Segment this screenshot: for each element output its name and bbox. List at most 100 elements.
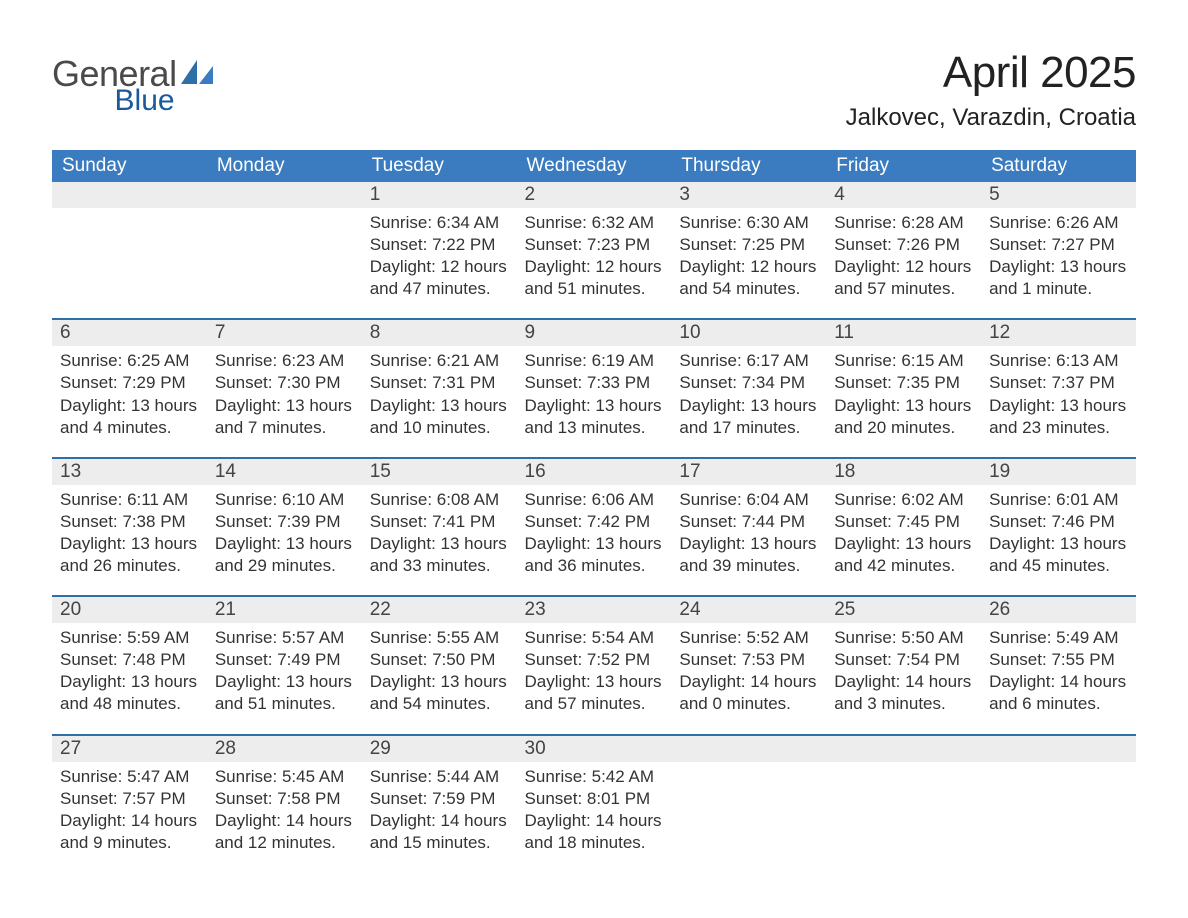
calendar-data-cell	[981, 762, 1136, 870]
sunrise-value: 6:01 AM	[1051, 490, 1118, 509]
sunset-label: Sunset:	[60, 789, 118, 808]
calendar-sunset-line: Sunset: 7:49 PM	[215, 649, 354, 671]
calendar-daynum-row: 12345	[52, 182, 1136, 208]
sunset-label: Sunset:	[215, 512, 273, 531]
calendar-daynum-cell: 14	[207, 458, 362, 485]
sunrise-value: 5:42 AM	[587, 767, 654, 786]
calendar-daylight-line: Daylight: 14 hours and 0 minutes.	[679, 671, 818, 715]
calendar-sunset-line: Sunset: 7:35 PM	[834, 372, 973, 394]
sunset-label: Sunset:	[679, 650, 737, 669]
sunrise-value: 5:54 AM	[587, 628, 654, 647]
daylight-label: Daylight:	[60, 534, 126, 553]
daylight-label: Daylight:	[215, 672, 281, 691]
sunrise-label: Sunrise:	[834, 351, 896, 370]
calendar-daylight-line: Daylight: 13 hours and 36 minutes.	[525, 533, 664, 577]
calendar-sunrise-line: Sunrise: 5:52 AM	[679, 627, 818, 649]
daylight-label: Daylight:	[679, 672, 745, 691]
calendar-data-cell: Sunrise: 5:57 AMSunset: 7:49 PMDaylight:…	[207, 623, 362, 734]
weekday-header-row: SundayMondayTuesdayWednesdayThursdayFrid…	[52, 150, 1136, 182]
sunrise-label: Sunrise:	[525, 213, 587, 232]
location-subtitle: Jalkovec, Varazdin, Croatia	[846, 104, 1136, 132]
daylight-label: Daylight:	[370, 396, 436, 415]
sunset-label: Sunset:	[525, 512, 583, 531]
calendar-daylight-line: Daylight: 14 hours and 15 minutes.	[370, 810, 509, 854]
sunrise-label: Sunrise:	[834, 628, 896, 647]
calendar-sunrise-line: Sunrise: 5:44 AM	[370, 766, 509, 788]
sunset-value: 7:37 PM	[1047, 373, 1115, 392]
calendar-sunset-line: Sunset: 7:41 PM	[370, 511, 509, 533]
calendar-sunrise-line: Sunrise: 6:08 AM	[370, 489, 509, 511]
sunrise-value: 6:25 AM	[122, 351, 189, 370]
sunset-value: 7:48 PM	[118, 650, 186, 669]
calendar-sunrise-line: Sunrise: 6:26 AM	[989, 212, 1128, 234]
daylight-label: Daylight:	[989, 672, 1055, 691]
sunset-value: 7:38 PM	[118, 512, 186, 531]
sunset-label: Sunset:	[989, 512, 1047, 531]
sunset-value: 7:45 PM	[892, 512, 960, 531]
calendar-data-cell: Sunrise: 6:26 AMSunset: 7:27 PMDaylight:…	[981, 208, 1136, 319]
sunrise-label: Sunrise:	[215, 628, 277, 647]
calendar-sunrise-line: Sunrise: 6:04 AM	[679, 489, 818, 511]
sunrise-value: 6:26 AM	[1051, 213, 1118, 232]
sunset-value: 7:30 PM	[273, 373, 341, 392]
calendar-sunrise-line: Sunrise: 6:11 AM	[60, 489, 199, 511]
sunrise-value: 6:04 AM	[742, 490, 809, 509]
sunrise-label: Sunrise:	[215, 490, 277, 509]
calendar-daylight-line: Daylight: 13 hours and 17 minutes.	[679, 395, 818, 439]
sunrise-value: 6:19 AM	[587, 351, 654, 370]
sunrise-value: 6:17 AM	[742, 351, 809, 370]
calendar-data-cell	[52, 208, 207, 319]
calendar-sunrise-line: Sunrise: 6:34 AM	[370, 212, 509, 234]
calendar-daynum-cell: 7	[207, 319, 362, 346]
calendar-data-cell: Sunrise: 6:10 AMSunset: 7:39 PMDaylight:…	[207, 485, 362, 596]
calendar-sunset-line: Sunset: 7:57 PM	[60, 788, 199, 810]
calendar-data-cell: Sunrise: 6:06 AMSunset: 7:42 PMDaylight:…	[517, 485, 672, 596]
daylight-label: Daylight:	[525, 396, 591, 415]
sunset-value: 7:33 PM	[582, 373, 650, 392]
calendar-daynum-cell: 20	[52, 596, 207, 623]
calendar-data-row: Sunrise: 5:59 AM Sunset: 7:48 PM Daylight:…	[52, 623, 1136, 734]
calendar-daylight-line: Daylight: 13 hours and 33 minutes.	[370, 533, 509, 577]
logo: General Blue	[52, 56, 215, 116]
sunset-value: 7:29 PM	[118, 373, 186, 392]
sunset-value: 7:53 PM	[737, 650, 805, 669]
calendar-sunrise-line: Sunrise: 6:02 AM	[834, 489, 973, 511]
sunset-label: Sunset:	[370, 512, 428, 531]
sunset-value: 7:41 PM	[427, 512, 495, 531]
sunset-label: Sunset:	[989, 235, 1047, 254]
sunrise-value: 5:45 AM	[277, 767, 344, 786]
sunset-label: Sunset:	[525, 789, 583, 808]
calendar-sunrise-line: Sunrise: 5:49 AM	[989, 627, 1128, 649]
sunset-value: 7:46 PM	[1047, 512, 1115, 531]
calendar-daynum-row: 6789101112	[52, 319, 1136, 346]
calendar-daylight-line: Daylight: 14 hours and 12 minutes.	[215, 810, 354, 854]
calendar-daynum-row: 20212223242526	[52, 596, 1136, 623]
calendar-daynum-cell: 28	[207, 735, 362, 762]
sunrise-label: Sunrise:	[525, 490, 587, 509]
calendar-daynum-cell: 16	[517, 458, 672, 485]
sunrise-label: Sunrise:	[679, 351, 741, 370]
sunrise-value: 6:08 AM	[432, 490, 499, 509]
calendar-sunrise-line: Sunrise: 5:55 AM	[370, 627, 509, 649]
sunrise-label: Sunrise:	[525, 767, 587, 786]
sunrise-label: Sunrise:	[834, 213, 896, 232]
sunrise-value: 6:21 AM	[432, 351, 499, 370]
sunrise-label: Sunrise:	[60, 767, 122, 786]
calendar-data-cell: Sunrise: 6:08 AMSunset: 7:41 PMDaylight:…	[362, 485, 517, 596]
calendar-sunrise-line: Sunrise: 5:54 AM	[525, 627, 664, 649]
sunrise-value: 6:23 AM	[277, 351, 344, 370]
sunrise-value: 5:59 AM	[122, 628, 189, 647]
calendar-daynum-cell: 1	[362, 182, 517, 208]
calendar-daylight-line: Daylight: 13 hours and 51 minutes.	[215, 671, 354, 715]
sunrise-value: 6:13 AM	[1051, 351, 1118, 370]
calendar-data-cell: Sunrise: 5:59 AMSunset: 7:48 PMDaylight:…	[52, 623, 207, 734]
calendar-data-cell: Sunrise: 6:25 AMSunset: 7:29 PMDaylight:…	[52, 346, 207, 457]
weekday-header: Monday	[207, 150, 362, 182]
sunset-label: Sunset:	[834, 512, 892, 531]
calendar-data-cell	[826, 762, 981, 870]
calendar-daynum-cell: 30	[517, 735, 672, 762]
sunrise-label: Sunrise:	[525, 351, 587, 370]
sunrise-label: Sunrise:	[370, 490, 432, 509]
calendar-sunset-line: Sunset: 7:44 PM	[679, 511, 818, 533]
calendar-daynum-cell: 23	[517, 596, 672, 623]
